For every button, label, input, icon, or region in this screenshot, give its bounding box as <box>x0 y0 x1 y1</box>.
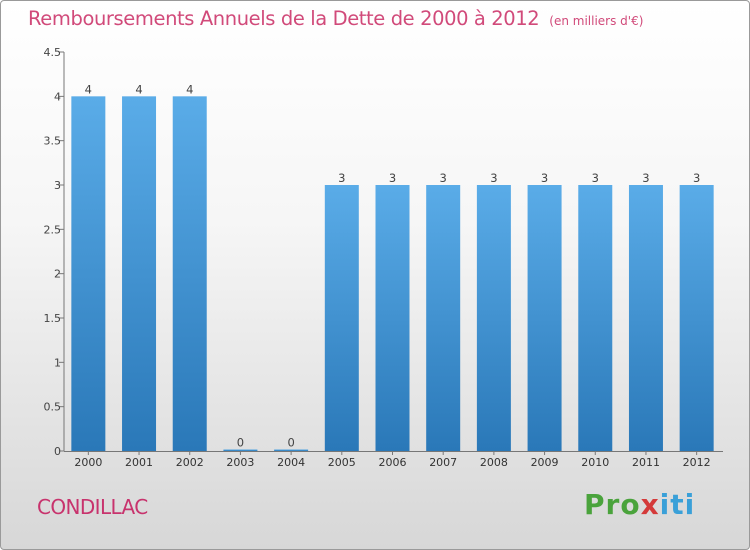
x-tick-label: 2008 <box>480 456 508 469</box>
y-tick-label: 0 <box>54 445 61 458</box>
title-text: Remboursements Annuels de la Dette de 20… <box>28 7 540 30</box>
x-tick-label: 2003 <box>226 456 254 469</box>
bar <box>426 185 461 451</box>
logo-part-1: Pro <box>584 488 641 521</box>
bar <box>476 185 511 451</box>
x-tick-label: 2000 <box>74 456 102 469</box>
proxiti-logo: Proxiti <box>584 488 695 521</box>
data-label: 0 <box>237 436 244 450</box>
data-label: 3 <box>693 171 700 185</box>
bar <box>71 96 106 451</box>
y-tick-label: 2 <box>54 268 61 281</box>
data-label: 3 <box>642 171 649 185</box>
bar <box>274 449 309 451</box>
data-label: 3 <box>338 171 345 185</box>
x-tick-label: 2005 <box>328 456 356 469</box>
city-name: CONDILLAC <box>37 495 148 519</box>
x-tick-label: 2006 <box>379 456 407 469</box>
x-tick-label: 2004 <box>277 456 305 469</box>
y-tick-label: 1 <box>54 356 61 369</box>
x-tick-label: 2007 <box>429 456 457 469</box>
bar <box>578 185 613 451</box>
y-tick-label: 4 <box>54 90 61 103</box>
bar <box>223 449 258 451</box>
y-tick-label: 4.5 <box>44 46 62 59</box>
data-label: 4 <box>186 82 193 96</box>
bar <box>679 185 714 451</box>
data-label: 0 <box>287 436 294 450</box>
data-label: 3 <box>389 171 396 185</box>
x-tick-label: 2012 <box>683 456 711 469</box>
y-tick-label: 3.5 <box>44 135 62 148</box>
bar <box>628 185 663 451</box>
x-tick-label: 2011 <box>632 456 660 469</box>
logo-part-3: iti <box>659 488 696 521</box>
data-label: 4 <box>85 82 92 96</box>
y-tick-label: 2.5 <box>44 223 62 236</box>
x-tick-label: 2009 <box>531 456 559 469</box>
title-unit: (en milliers d'€) <box>549 14 644 28</box>
x-tick-label: 2010 <box>581 456 609 469</box>
data-label: 4 <box>135 82 142 96</box>
bar <box>172 96 207 451</box>
data-label: 3 <box>541 171 548 185</box>
bar <box>375 185 410 451</box>
y-tick-label: 0.5 <box>44 401 62 414</box>
bar <box>122 96 157 451</box>
x-tick-label: 2002 <box>176 456 204 469</box>
data-label: 3 <box>440 171 447 185</box>
bar <box>324 185 359 451</box>
data-label: 3 <box>490 171 497 185</box>
y-tick-label: 1.5 <box>44 312 62 325</box>
y-tick-label: 3 <box>54 179 61 192</box>
x-tick-label: 2001 <box>125 456 153 469</box>
bar <box>527 185 562 451</box>
chart-title: Remboursements Annuels de la Dette de 20… <box>28 7 643 30</box>
logo-part-2: x <box>640 488 660 521</box>
data-label: 3 <box>592 171 599 185</box>
